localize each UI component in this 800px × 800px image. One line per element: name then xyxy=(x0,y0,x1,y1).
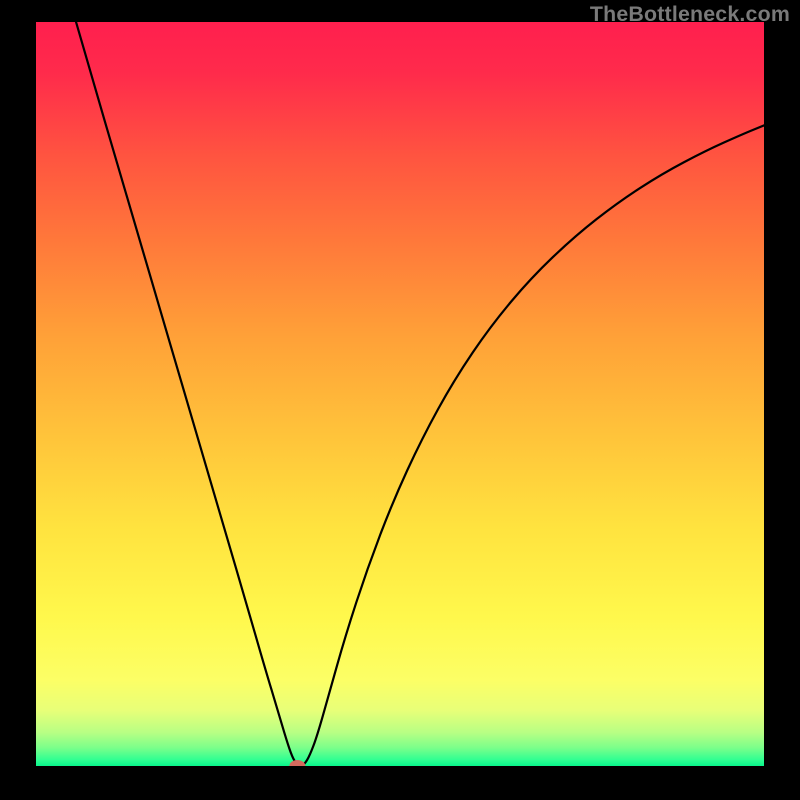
gradient-background xyxy=(36,22,764,766)
chart-canvas: TheBottleneck.com xyxy=(0,0,800,800)
bottleneck-chart xyxy=(0,0,800,800)
watermark-text: TheBottleneck.com xyxy=(590,2,790,27)
